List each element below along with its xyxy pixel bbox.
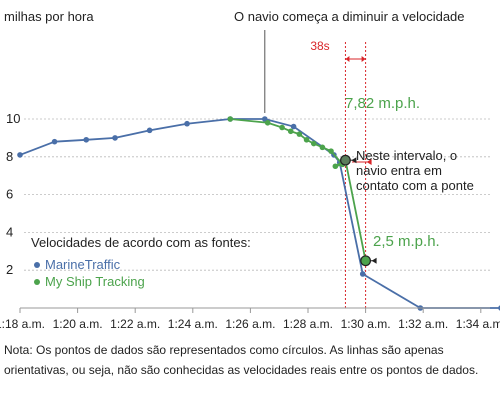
x-tick-label: 1:32 a.m.: [398, 317, 448, 331]
legend-title: Velocidades de acordo com as fontes:: [31, 235, 251, 250]
x-tick-label: 1:28 a.m.: [283, 317, 333, 331]
data-point-my-ship-tracking: [319, 144, 326, 151]
data-point-marinetraffic: [146, 127, 153, 134]
y-tick-label-10: 10: [6, 111, 20, 126]
data-point-my-ship-tracking: [279, 124, 285, 131]
data-point-marinetraffic: [184, 120, 190, 127]
legend-marker-marinetraffic: [34, 262, 40, 268]
data-point-my-ship-tracking: [328, 148, 334, 154]
data-point-marinetraffic: [112, 135, 118, 141]
y-axis-label: milhas por hora: [4, 9, 94, 24]
y-tick-label-4: 4: [6, 224, 13, 239]
x-tick-label: 1:30 a.m.: [341, 317, 391, 331]
x-tick-label: 1:18 a.m.: [0, 317, 45, 331]
data-point-marinetraffic: [51, 138, 58, 145]
pointer-arrow-7-82: [351, 157, 357, 164]
interval-arrow-left: [345, 56, 350, 62]
y-tick-label-6: 6: [6, 187, 13, 202]
x-tick-label: 1:20 a.m.: [53, 317, 103, 331]
data-point-my-ship-tracking: [303, 136, 310, 143]
data-point-marinetraffic: [17, 152, 23, 158]
value-label-2-5: 2,5 m.p.h.: [373, 233, 440, 250]
data-point-my-ship-tracking: [227, 116, 234, 122]
legend-entry-marinetraffic: MarineTraffic: [45, 257, 121, 272]
y-tick-label-8: 8: [6, 149, 13, 164]
footnote: Nota: Os pontos de dados são representad…: [4, 343, 479, 377]
contact-annotation-line-1: Neste intervalo, o: [356, 148, 457, 163]
data-point-marinetraffic: [290, 123, 297, 130]
interval-arrow-right: [361, 56, 366, 62]
interval-label: 38s: [310, 39, 329, 53]
series-line-marinetraffic: [19, 118, 500, 309]
contact-arrow: [366, 159, 372, 165]
contact-annotation-line-2: navio entra em: [356, 163, 442, 178]
legend-marker-myshiptracking: [34, 279, 40, 285]
x-tick-label: 1:22 a.m.: [110, 317, 160, 331]
data-series: [17, 116, 500, 311]
data-point-marinetraffic: [359, 271, 366, 277]
x-axis-ticks: 1:18 a.m. 1:20 a.m. 1:22 a.m. 1:24 a.m. 1:26…: [0, 308, 500, 331]
data-point-my-ship-tracking: [287, 128, 294, 135]
speed-chart: 2 4 6 8 10 1:18 a.m. 1:20 a.m. 1:22 a.m. 1:24 a…: [0, 9, 500, 331]
legend-entry-myshiptracking: My Ship Tracking: [45, 274, 145, 289]
slowdown-annotation: O navio começa a diminuir a velocidade: [234, 9, 465, 24]
y-tick-label-2: 2: [6, 262, 13, 277]
data-point-my-ship-tracking: [264, 119, 271, 126]
value-label-7-82: 7,82 m.p.h.: [345, 95, 420, 112]
data-point-my-ship-tracking: [296, 131, 303, 137]
legend: Velocidades de acordo com as fontes: Mar…: [31, 235, 251, 289]
y-axis-ticks: 2 4 6 8 10: [6, 111, 20, 277]
x-tick-label: 1:26 a.m.: [225, 317, 275, 331]
data-point-marinetraffic: [83, 136, 90, 143]
x-tick-label: 1:24 a.m.: [168, 317, 218, 331]
highlighted-point: [340, 154, 351, 166]
data-point-marinetraffic: [262, 116, 268, 122]
pointer-arrow-2-5: [371, 257, 377, 264]
highlighted-point: [360, 255, 372, 267]
contact-annotation-line-3: contato com a ponte: [356, 178, 474, 193]
x-tick-label: 1:34 a.m.: [456, 317, 500, 331]
data-point-my-ship-tracking: [332, 163, 339, 170]
data-point-my-ship-tracking: [310, 140, 317, 147]
